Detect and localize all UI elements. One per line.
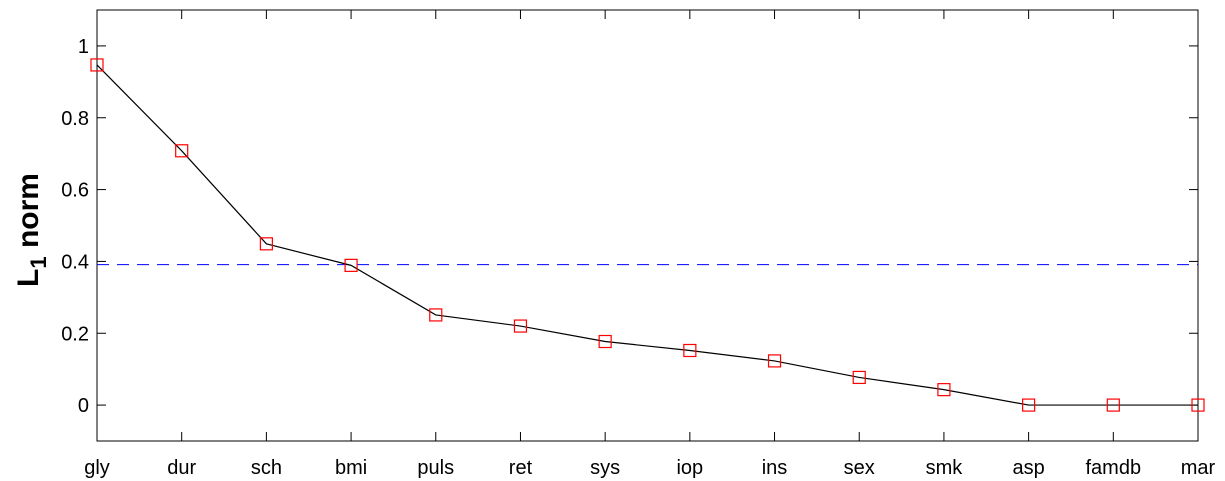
data-line xyxy=(96,64,1198,406)
y-tick-labels: 0 0.2 0.4 0.6 0.8 1 xyxy=(61,36,89,417)
x-tick-label: dur xyxy=(167,457,196,479)
series-markers xyxy=(90,58,1205,412)
x-tick-label: famdb xyxy=(1086,457,1142,479)
x-tick-label: smk xyxy=(926,457,964,479)
data-point-marker xyxy=(344,258,358,272)
data-point-marker xyxy=(1022,398,1036,412)
x-tick-label: mar xyxy=(1181,457,1216,479)
x-tick-label: ret xyxy=(509,457,533,479)
data-point-marker xyxy=(937,383,951,397)
y-tick-label: 0.4 xyxy=(61,251,89,273)
x-tick-label: sex xyxy=(844,457,875,479)
axis-ticks xyxy=(96,10,1199,441)
plot-area-border xyxy=(96,9,1199,442)
series-line xyxy=(96,64,1198,406)
y-axis-label-rest: norm xyxy=(12,173,45,256)
data-point-marker xyxy=(90,58,104,72)
x-tick-label: ins xyxy=(762,457,788,479)
data-point-marker xyxy=(259,237,273,251)
y-tick-label: 1 xyxy=(78,36,89,58)
x-tick-label: bmi xyxy=(335,457,367,479)
x-tick-label: sch xyxy=(251,457,282,479)
x-tick-labels: gly dur sch bmi puls ret sys iop ins sex smk asp fam… xyxy=(84,457,1215,479)
data-point-marker xyxy=(683,343,697,358)
y-axis-label: L1 norm xyxy=(12,173,51,287)
x-tick-label: gly xyxy=(84,457,110,479)
axes-frame xyxy=(96,9,1199,442)
data-point-marker xyxy=(852,370,866,385)
data-point-marker xyxy=(1191,398,1205,412)
y-tick-label: 0.2 xyxy=(61,323,89,345)
y-tick-label: 0 xyxy=(78,395,89,417)
data-point-marker xyxy=(1106,398,1120,412)
x-tick-label: asp xyxy=(1012,457,1044,479)
x-tick-label: sys xyxy=(590,457,620,479)
data-point-marker xyxy=(598,334,612,349)
data-point-marker xyxy=(429,308,443,322)
y-axis-label-subscript: 1 xyxy=(26,256,51,268)
data-point-marker xyxy=(767,354,782,368)
y-tick-label: 0.8 xyxy=(61,108,89,130)
y-axis-label-main: L xyxy=(12,269,45,287)
y-tick-label: 0.6 xyxy=(61,180,89,202)
data-point-marker xyxy=(513,319,528,333)
x-tick-label: iop xyxy=(676,457,703,479)
x-tick-label: puls xyxy=(417,457,454,479)
data-point-marker xyxy=(175,144,189,158)
